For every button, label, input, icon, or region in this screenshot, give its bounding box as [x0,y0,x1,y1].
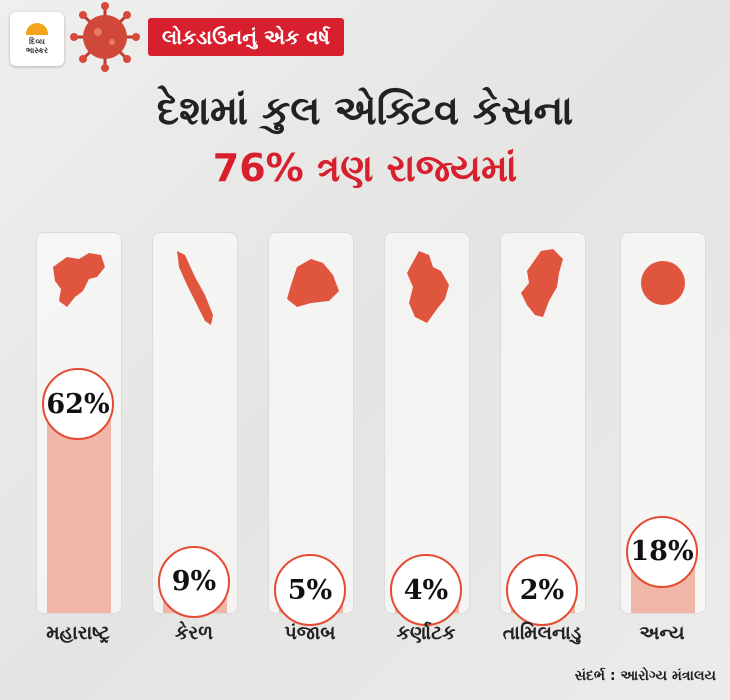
category-label: તામિલનાડુ [502,622,582,644]
section-banner: લોકડાઉનનું એક વર્ષ [148,18,344,56]
value-label: 9% [158,545,230,618]
value-label: 5% [274,554,346,626]
sun-icon [26,23,48,35]
bar-column-punjab [268,232,354,614]
maharashtra-map-icon [53,253,105,307]
category-label: મહારાષ્ટ્ર [46,622,110,644]
value-label: 2% [506,554,578,626]
headline-line2: 76% ત્રણ રાજ્યમાં [212,146,518,190]
logo-text-line2: ભાસ્કર [25,46,49,55]
kerala-map-icon [177,251,213,325]
others-dot-icon [641,261,685,305]
category-label: કર્ણાટક [396,622,456,644]
headline-line1: દેશમાં કુલ એક્ટિવ કેસના [156,88,574,134]
karnataka-map-icon [407,251,449,323]
category-label: અન્ય [639,622,685,644]
value-label: 4% [390,554,462,626]
punjab-map-icon [287,259,339,307]
source-credit: સંદર્ભ : આરોગ્ય મંત્રાલય [574,668,716,684]
value-label: 18% [626,515,698,588]
divya-bhaskar-logo: દિવ્ય ભાસ્કર [10,12,64,66]
category-label: પંજાબ [284,622,336,644]
coronavirus-icon [70,2,140,72]
category-label: કેરળ [174,622,214,644]
logo-text-line1: દિવ્ય [29,37,45,46]
tamilnadu-map-icon [521,249,563,317]
value-label: 62% [42,368,114,440]
